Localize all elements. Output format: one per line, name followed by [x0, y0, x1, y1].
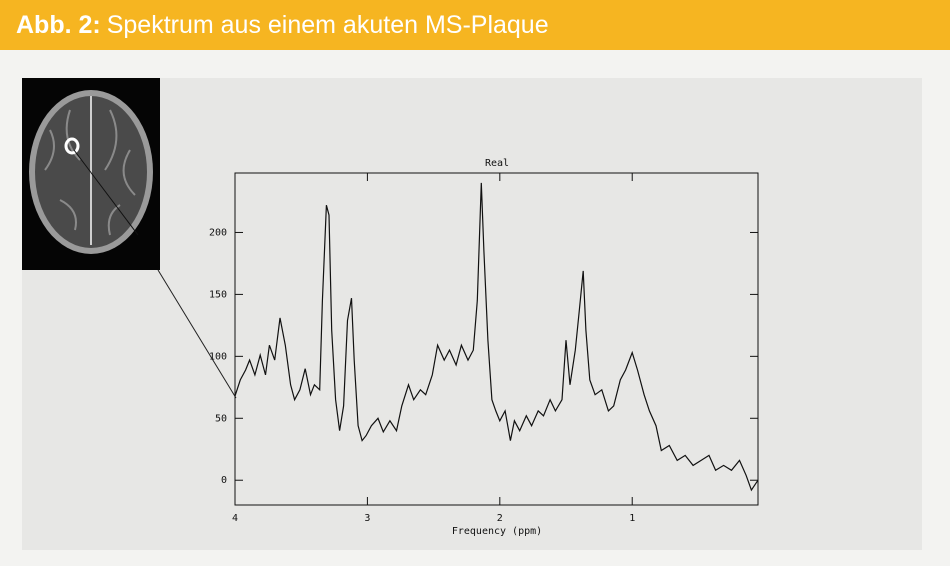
- pointer: [157, 269, 237, 399]
- figure-label: Abb. 2:: [16, 11, 101, 39]
- lesion: [64, 137, 80, 155]
- x-tick-label: 1: [629, 513, 635, 524]
- y-tick-label: 150: [209, 289, 227, 300]
- panel: [22, 78, 922, 550]
- y-tick-label: 200: [209, 227, 227, 238]
- x-tick-label: 4: [232, 513, 238, 524]
- figure-caption: Spektrum aus einem akuten MS-Plaque: [106, 11, 549, 39]
- figure-header: Abb. 2: Spektrum aus einem akuten MS-Plaq…: [0, 0, 950, 50]
- y-tick-label: 0: [221, 475, 227, 486]
- x-tick-label: 3: [364, 513, 370, 524]
- x-tick-label: 2: [497, 513, 503, 524]
- y-tick-label: 50: [215, 413, 227, 424]
- plot-frame: [234, 172, 759, 506]
- pointer: [73, 149, 139, 236]
- x-axis-label: Frequency (ppm): [452, 526, 542, 537]
- y-tick-label: 100: [209, 351, 227, 362]
- chart-title: Real: [485, 158, 509, 169]
- sulci: [44, 109, 136, 236]
- spectrum-line: [234, 182, 759, 492]
